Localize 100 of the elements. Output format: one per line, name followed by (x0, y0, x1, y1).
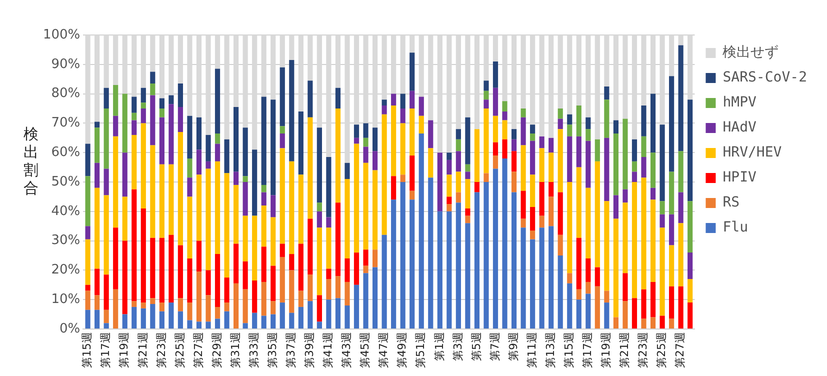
bar (604, 302, 610, 329)
bar (669, 214, 674, 246)
bar (688, 302, 693, 329)
bar (567, 124, 572, 136)
bar (586, 188, 591, 258)
bar (122, 314, 128, 329)
bar (261, 206, 266, 247)
bar (242, 216, 248, 262)
x-tick-label: 第13週 (544, 332, 557, 368)
bar (641, 106, 646, 136)
bar (214, 161, 220, 254)
x-tick-label: 第35週 (266, 332, 279, 368)
bar (298, 306, 304, 329)
bar (558, 192, 563, 235)
y-tick-label: 80% (51, 86, 80, 102)
bar (326, 300, 332, 329)
bar (669, 318, 674, 329)
bar (586, 117, 591, 130)
bar (400, 182, 406, 329)
bar (94, 128, 100, 163)
bar (586, 282, 591, 294)
bar (446, 174, 452, 197)
bar (187, 158, 192, 178)
bar (641, 289, 646, 319)
bar (492, 168, 498, 329)
bar (511, 139, 517, 152)
bar (261, 184, 266, 192)
bar (132, 189, 137, 302)
bar (363, 138, 368, 147)
bar (252, 150, 258, 216)
bar (261, 282, 266, 316)
bar (474, 129, 480, 182)
bar (316, 295, 322, 322)
legend-label: HRV/HEV (722, 144, 782, 161)
bar (159, 302, 164, 312)
bar (363, 273, 368, 329)
bar (159, 238, 164, 303)
bar (382, 106, 387, 114)
bar (280, 67, 285, 126)
bar (446, 196, 452, 204)
x-tick-label: 第21週 (618, 332, 632, 368)
bar (363, 146, 368, 163)
bar (354, 124, 360, 138)
bar (660, 201, 665, 214)
bar (576, 300, 582, 329)
x-tick-label: 第31週 (228, 332, 242, 368)
bar (85, 290, 90, 310)
bar (604, 100, 610, 138)
x-tick-label: 第47週 (377, 332, 390, 368)
bar (242, 289, 248, 324)
bar (502, 120, 508, 140)
bar (242, 323, 248, 329)
bar (428, 178, 434, 329)
bar (150, 84, 156, 96)
bar (140, 308, 146, 329)
y-tick-label: 90% (51, 56, 80, 72)
bar (85, 144, 90, 176)
bar (270, 314, 276, 329)
bar (113, 228, 118, 290)
bar (548, 152, 554, 182)
bar (344, 162, 350, 180)
bar (382, 100, 387, 106)
bar (242, 182, 248, 216)
bar (502, 158, 508, 329)
bar (187, 196, 192, 258)
bar (382, 114, 387, 235)
bar (446, 160, 452, 175)
bar (298, 290, 304, 307)
bar (530, 140, 536, 175)
bar (613, 317, 618, 329)
bar (261, 192, 266, 206)
bar (168, 234, 174, 303)
bar (122, 152, 128, 197)
x-tick-label: 第5週 (470, 332, 483, 362)
bar (446, 211, 452, 329)
bar (94, 268, 100, 296)
bar (326, 217, 332, 228)
bar (344, 305, 350, 329)
bar (446, 204, 452, 212)
bar (567, 273, 572, 284)
bar (354, 144, 360, 253)
bar (558, 108, 563, 119)
bar (187, 320, 192, 329)
x-tick-label: 第43週 (340, 332, 354, 368)
bar (335, 88, 341, 108)
bar (196, 272, 202, 322)
bar (206, 322, 211, 329)
bar (224, 311, 230, 329)
bar (576, 238, 582, 290)
x-tick-label: 第25週 (173, 332, 186, 368)
bar (474, 182, 480, 192)
bar (456, 129, 461, 140)
bar (622, 301, 628, 329)
bar (391, 94, 396, 106)
bar (122, 240, 128, 314)
bar (344, 179, 350, 258)
bar (289, 254, 294, 270)
bar (669, 245, 674, 286)
bar (622, 273, 628, 302)
bar (168, 95, 174, 104)
